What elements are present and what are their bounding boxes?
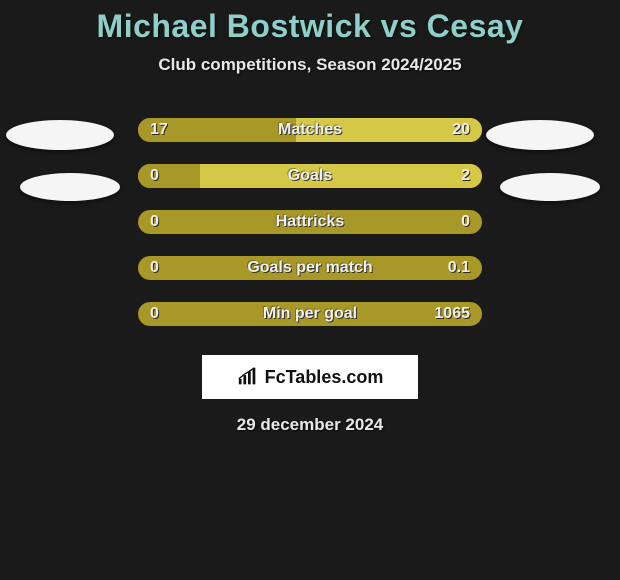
stat-row: 0 0Hattricks [0, 199, 620, 245]
stat-bar: 1720Matches [138, 118, 482, 142]
bar-fill-left [138, 118, 296, 142]
bar-fill-right [296, 118, 482, 142]
bar-fill-left [138, 164, 200, 188]
page-subtitle: Club competitions, Season 2024/2025 [0, 55, 620, 75]
stat-label: Hattricks [138, 210, 482, 234]
stat-row: 0 1065Min per goal [0, 291, 620, 337]
watermark: FcTables.com [202, 355, 418, 399]
watermark-text: FcTables.com [265, 367, 384, 388]
player-badge [6, 120, 114, 150]
stats-area: 1720Matches02Goals00Hattricks00.1Goals p… [0, 107, 620, 337]
date-text: 29 december 2024 [0, 415, 620, 435]
stat-bar: 0 0.1Goals per match [138, 256, 482, 280]
stat-value-left: 0 [150, 256, 159, 280]
stat-bar: 02Goals [138, 164, 482, 188]
stat-label: Goals per match [138, 256, 482, 280]
comparison-container: Michael Bostwick vs Cesay Club competiti… [0, 0, 620, 435]
player-badge [486, 120, 594, 150]
stat-row: 0 0.1Goals per match [0, 245, 620, 291]
bar-fill-right [200, 164, 482, 188]
player-badge [20, 173, 120, 201]
chart-icon [237, 366, 259, 388]
stat-value-left: 0 [150, 302, 159, 326]
page-title: Michael Bostwick vs Cesay [0, 8, 620, 45]
stat-bar: 0 1065Min per goal [138, 302, 482, 326]
stat-value-right: 0 [461, 210, 470, 234]
stat-bar: 0 0Hattricks [138, 210, 482, 234]
stat-value-left: 0 [150, 210, 159, 234]
player-badge [500, 173, 600, 201]
stat-value-right: 0.1 [448, 256, 470, 280]
stat-value-right: 1065 [434, 302, 470, 326]
stat-label: Min per goal [138, 302, 482, 326]
